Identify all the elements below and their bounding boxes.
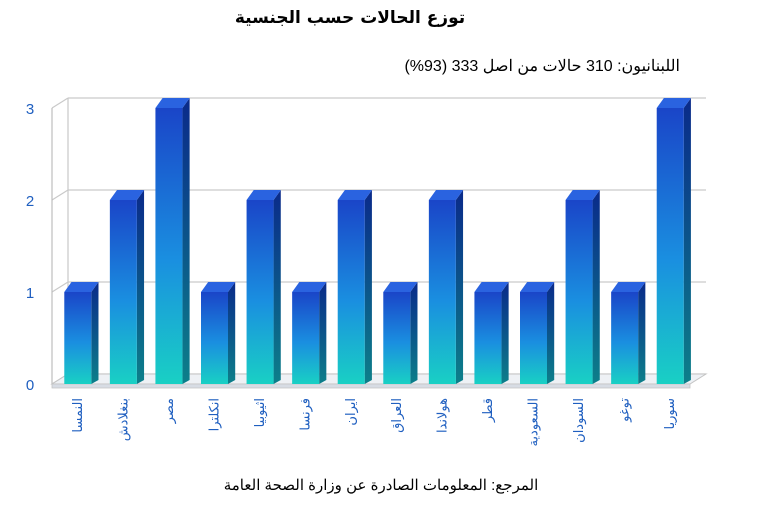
axis-layer — [50, 98, 708, 389]
y-tick-label: 2 — [26, 193, 34, 210]
bar-front — [201, 292, 228, 384]
bar — [109, 190, 145, 384]
x-tick-label: السعودية — [527, 398, 542, 447]
bar — [565, 190, 600, 384]
chart-title: توزع الحالات حسب الجنسية — [234, 8, 466, 28]
bar — [292, 282, 327, 384]
bar-side — [136, 190, 145, 384]
bar-front — [292, 292, 320, 384]
y-tick-label: 1 — [26, 285, 34, 302]
bar-side — [501, 282, 509, 384]
bar-side — [273, 190, 281, 384]
x-tick-label: هولاندا — [435, 398, 450, 433]
bar-top — [383, 282, 418, 292]
bar-chart: 0 1 2 3 النمسا بنغلادش مصر انكلترا اثيوبيا فرنسا ا… — [26, 97, 708, 447]
x-tick-label: اثيوبيا — [253, 398, 268, 427]
x-tick-label: النمسا — [71, 398, 86, 433]
bar-top — [656, 98, 691, 108]
bar-side — [319, 282, 327, 384]
gridline-depth — [51, 189, 69, 201]
chart-subtitle: اللبنانيون: 310 حالات من اصل 333 (93%) — [404, 58, 680, 75]
gridline-depth — [51, 281, 69, 293]
bar — [428, 190, 464, 384]
source-note: المرجع: المعلومات الصادرة عن وزارة الصحة… — [223, 477, 539, 494]
bar-top — [64, 282, 99, 292]
x-tick-label: مصر — [162, 398, 177, 424]
bar-layer — [64, 98, 691, 384]
bar-front — [565, 200, 593, 384]
y-tick-label: 3 — [26, 101, 34, 118]
bar-top — [292, 282, 327, 292]
bar — [611, 282, 646, 384]
bar — [155, 98, 190, 384]
bar-front — [64, 292, 92, 384]
y-tick-label: 0 — [26, 377, 34, 394]
bar-top — [337, 190, 372, 200]
bar — [201, 282, 236, 384]
bar-side — [683, 98, 691, 384]
x-tick-label: ايران — [344, 398, 359, 426]
bar-side — [410, 282, 418, 384]
floor-edge — [51, 383, 691, 389]
bar-front — [383, 292, 411, 384]
bar — [520, 282, 555, 384]
bar-front — [337, 200, 365, 384]
x-tick-label: السودان — [572, 398, 587, 443]
bar — [64, 282, 99, 384]
bar-front — [656, 108, 684, 384]
bar-side — [228, 282, 236, 384]
bar-top — [428, 190, 464, 200]
bar — [474, 282, 509, 384]
x-tick-label: قطر — [481, 398, 496, 423]
x-tick-label: انكلترا — [208, 398, 223, 431]
x-tick-label: بنغلادش — [116, 398, 131, 441]
grid-layer — [51, 97, 706, 385]
bar — [656, 98, 691, 384]
bar-front — [428, 200, 456, 384]
bar-top — [474, 282, 509, 292]
x-tick-label: سوريا — [663, 398, 678, 429]
bar-front — [155, 108, 183, 384]
bar — [337, 190, 372, 384]
x-tick-label: فرنسا — [299, 398, 314, 431]
bar-front — [109, 200, 137, 384]
label-layer: 0 1 2 3 النمسا بنغلادش مصر انكلترا اثيوبيا فرنسا ا… — [26, 101, 678, 447]
x-tick-label: العراق — [390, 398, 405, 433]
bar-side — [364, 190, 372, 384]
chart-floor — [50, 373, 708, 385]
bar-side — [547, 282, 555, 384]
bar-top — [565, 190, 600, 200]
bar-top — [109, 190, 145, 200]
bar-side — [638, 282, 646, 384]
bar-front — [246, 200, 274, 384]
bar-top — [520, 282, 555, 292]
bar-side — [592, 190, 600, 384]
bar-side — [455, 190, 464, 384]
bar — [383, 282, 418, 384]
bar-top — [611, 282, 646, 292]
bar-front — [611, 292, 639, 384]
bar-front — [474, 292, 502, 384]
bar-top — [246, 190, 281, 200]
bar-top — [155, 98, 190, 108]
x-tick-label: توغو — [618, 398, 633, 423]
bar-top — [201, 282, 236, 292]
bar-side — [91, 282, 99, 384]
bar-side — [182, 98, 190, 384]
bar — [246, 190, 281, 384]
gridline-depth — [51, 97, 69, 109]
bar-front — [520, 292, 547, 384]
